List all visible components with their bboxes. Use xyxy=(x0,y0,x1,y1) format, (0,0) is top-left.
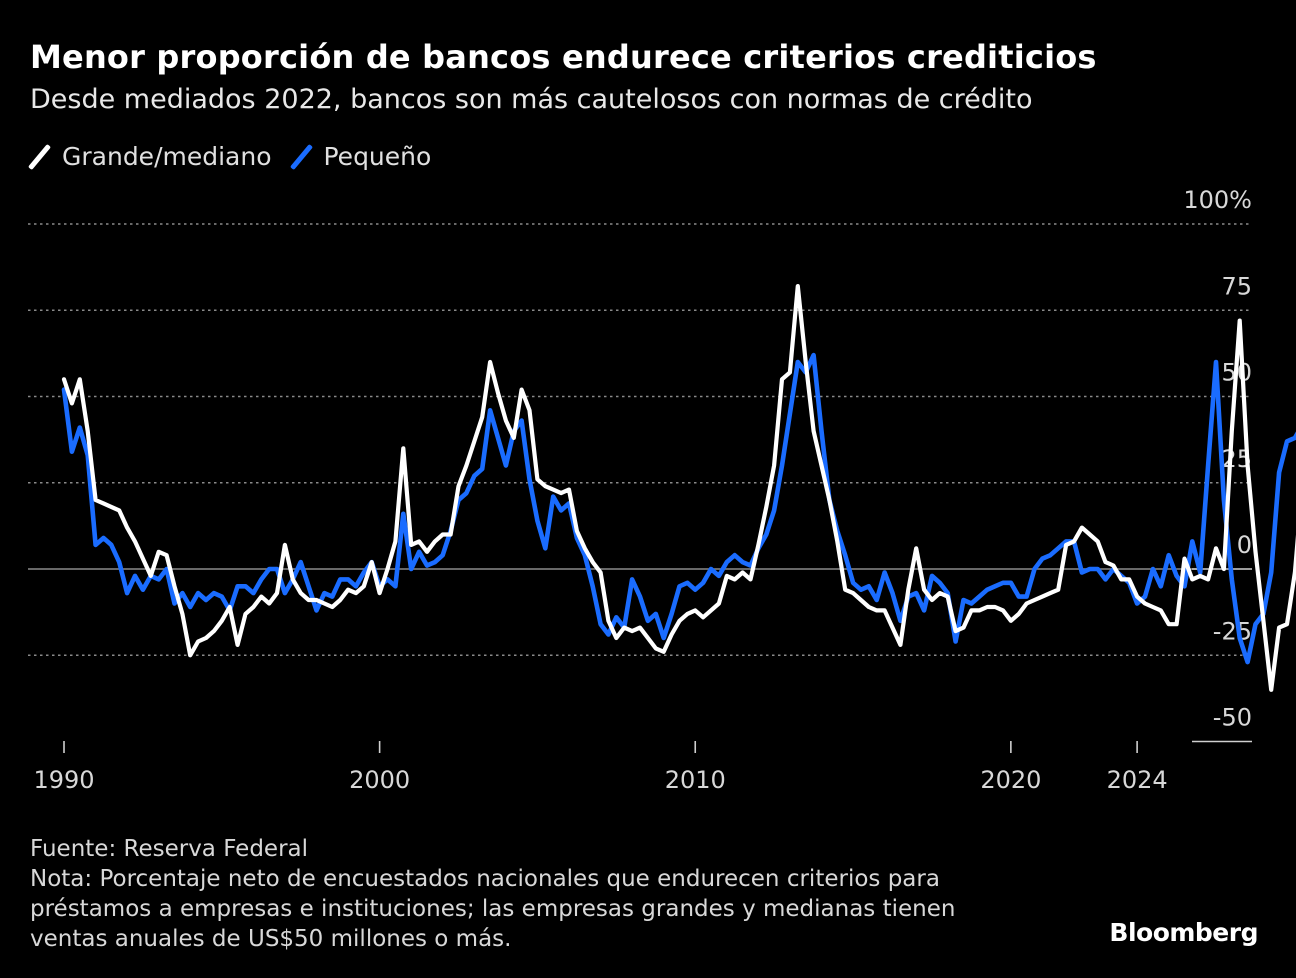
x-tick-label-2010: 2010 xyxy=(665,766,726,794)
x-tick-label-2000: 2000 xyxy=(349,766,410,794)
legend-item-large: Grande/mediano xyxy=(30,142,272,171)
series-line-large xyxy=(61,284,1296,692)
legend-label-small: Pequeño xyxy=(323,142,432,171)
footer-note: Nota: Porcentaje neto de encuestados nac… xyxy=(30,866,956,952)
x-tick-label-2020: 2020 xyxy=(980,766,1041,794)
legend: Grande/mediano Pequeño xyxy=(30,142,451,171)
y-tick-label--25: -25 xyxy=(1213,617,1252,645)
footer: Fuente: Reserva Federal Nota: Porcentaje… xyxy=(30,834,1040,954)
bloomberg-logo: Bloomberg xyxy=(1109,918,1258,947)
y-tick-label--50: -50 xyxy=(1213,704,1252,732)
legend-label-large: Grande/mediano xyxy=(62,142,272,171)
chart-title: Menor proporción de bancos endurece crit… xyxy=(30,38,1097,76)
legend-item-small: Pequeño xyxy=(292,142,432,171)
x-tick-label-2024: 2024 xyxy=(1107,766,1168,794)
footer-source: Fuente: Reserva Federal xyxy=(30,836,309,862)
y-tick-label-75: 75 xyxy=(1221,272,1252,300)
x-tick-label-1990: 1990 xyxy=(33,766,94,794)
series-line-small xyxy=(61,352,1296,665)
y-tick-label-100: 100% xyxy=(1183,186,1252,214)
y-tick-label-0: 0 xyxy=(1237,531,1252,559)
chart-subtitle: Desde mediados 2022, bancos son más caut… xyxy=(30,84,1033,115)
